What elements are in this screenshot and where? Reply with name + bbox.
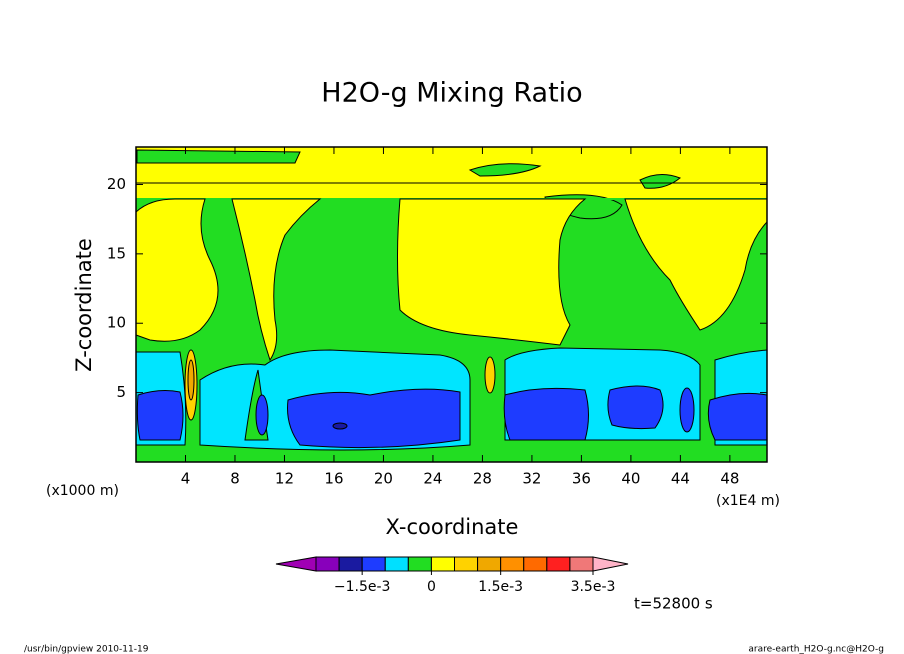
colorbar-box bbox=[315, 556, 340, 572]
contour-fill bbox=[503, 387, 589, 441]
contour-fill bbox=[397, 198, 587, 346]
x-tick-label: 28 bbox=[473, 470, 492, 488]
contour-fill bbox=[136, 149, 301, 164]
colorbar-box bbox=[384, 556, 409, 572]
contour-fill bbox=[332, 422, 348, 430]
x-tick-label: 20 bbox=[374, 470, 393, 488]
x-tick-label: 48 bbox=[720, 470, 739, 488]
contour-fill bbox=[707, 392, 768, 441]
contour-fill bbox=[484, 356, 496, 394]
colorbar-box bbox=[454, 556, 479, 572]
colorbar-box bbox=[546, 556, 571, 572]
contour-fill bbox=[607, 385, 664, 430]
x-tick-label: 44 bbox=[671, 470, 690, 488]
contour-fill bbox=[468, 163, 542, 177]
x-tick-label: 4 bbox=[181, 470, 191, 488]
colorbar-box bbox=[430, 556, 455, 572]
contour-fill bbox=[231, 198, 322, 362]
contour-fill bbox=[187, 359, 195, 401]
colorbar-tick-label: −1.5e-3 bbox=[334, 579, 391, 595]
y-tick-label: 5 bbox=[116, 383, 126, 401]
x-tick-label: 32 bbox=[522, 470, 541, 488]
y-tick-label: 15 bbox=[107, 244, 126, 262]
contour-field bbox=[135, 146, 768, 463]
footer-right: arare-earth_H2O-g.nc@H2O-g bbox=[748, 645, 884, 654]
x-tick-label: 40 bbox=[621, 470, 640, 488]
contour-fill bbox=[136, 390, 184, 441]
y-tick-label: 20 bbox=[107, 175, 126, 193]
colorbar-tick-label: 1.5e-3 bbox=[478, 579, 523, 595]
time-label: t=52800 s bbox=[634, 595, 713, 613]
y-axis-label: Z-coordinate bbox=[72, 238, 96, 372]
x-tick-label: 12 bbox=[275, 470, 294, 488]
chart-title: H2O-g Mixing Ratio bbox=[321, 78, 582, 109]
contour-fill bbox=[287, 388, 461, 449]
x-tick-label: 24 bbox=[423, 470, 442, 488]
colorbar-box bbox=[338, 556, 363, 572]
contour-fill bbox=[639, 174, 681, 189]
colorbar-box bbox=[477, 556, 502, 572]
colorbar-tick-label: 3.5e-3 bbox=[571, 579, 616, 595]
x-axis-label: X-coordinate bbox=[386, 515, 519, 539]
colorbar-box bbox=[523, 556, 548, 572]
footer-left: /usr/bin/gpview 2010-11-19 bbox=[24, 645, 149, 654]
contour-fill bbox=[135, 198, 219, 342]
contour-fill bbox=[679, 387, 695, 433]
colorbar-box bbox=[361, 556, 386, 572]
x-tick-label: 16 bbox=[324, 470, 343, 488]
x-tick-label: 8 bbox=[230, 470, 240, 488]
colorbar-box bbox=[407, 556, 432, 572]
colorbar-arrow bbox=[275, 556, 317, 572]
x-unit-label: (x1000 m) bbox=[46, 483, 119, 499]
colorbar-arrow bbox=[592, 556, 629, 572]
x-tick-label: 36 bbox=[572, 470, 591, 488]
colorbar-box bbox=[500, 556, 525, 572]
x-scale-label: (x1E4 m) bbox=[716, 493, 780, 509]
y-tick-label: 10 bbox=[107, 314, 126, 332]
plot-frame bbox=[135, 146, 768, 463]
colorbar-tick-label: 0 bbox=[427, 579, 436, 595]
contour-fill bbox=[255, 394, 269, 436]
colorbar-box bbox=[569, 556, 594, 572]
contour-fill bbox=[624, 198, 768, 331]
